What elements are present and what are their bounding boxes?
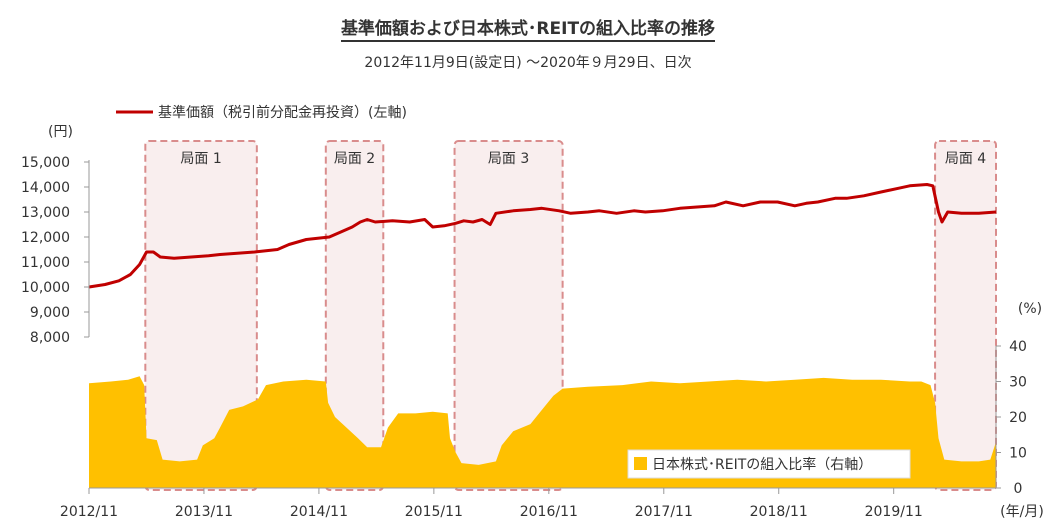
left-axis-unit: (円) bbox=[48, 124, 73, 140]
phase-boxes: 局面 1 局面 2 局面 3 局面 4 bbox=[144, 140, 997, 491]
phase-box-1 bbox=[144, 140, 258, 491]
phase-label-4: 局面 4 bbox=[945, 151, 986, 167]
left-tick-label: 8,000 bbox=[30, 330, 70, 346]
x-tick-label: 2018/11 bbox=[750, 504, 808, 520]
legend-area-swatch bbox=[634, 457, 647, 470]
right-axis-unit: (%) bbox=[1018, 301, 1042, 317]
phase-box-4 bbox=[934, 140, 997, 491]
nav-line-layer bbox=[88, 183, 997, 289]
x-tick-label: 2014/11 bbox=[290, 504, 348, 520]
phase-box-3 bbox=[453, 140, 564, 491]
phase-box-2 bbox=[324, 140, 385, 491]
left-tick-label: 10,000 bbox=[21, 280, 70, 296]
chart-title: 基準価額および日本株式･REITの組入比率の推移 bbox=[0, 14, 1056, 42]
legend-area-label: 日本株式･REITの組入比率（右軸） bbox=[652, 456, 872, 473]
right-tick-label: 30 bbox=[1009, 375, 1027, 391]
x-tick-label: 2015/11 bbox=[405, 504, 463, 520]
left-tick-label: 9,000 bbox=[30, 305, 70, 321]
right-tick-label: 10 bbox=[1009, 446, 1027, 462]
x-tick-label: 2013/11 bbox=[175, 504, 233, 520]
left-tick-label: 13,000 bbox=[21, 205, 70, 221]
x-tick-label: 2017/11 bbox=[635, 504, 693, 520]
legend-area-box bbox=[627, 449, 911, 479]
nav-line bbox=[88, 183, 997, 289]
x-axis-label: (年/月) bbox=[1000, 504, 1044, 520]
left-tick-label: 15,000 bbox=[21, 155, 70, 171]
x-tick-label: 2012/11 bbox=[60, 504, 118, 520]
left-tick-label: 11,000 bbox=[21, 255, 70, 271]
right-tick-label: 0 bbox=[1014, 481, 1023, 497]
left-tick-label: 14,000 bbox=[21, 180, 70, 196]
right-tick-label: 40 bbox=[1009, 339, 1027, 355]
legend: 基準価額（税引前分配金再投資）(左軸) 日本株式･REITの組入比率（右軸） bbox=[116, 104, 911, 479]
chart-title-text: 基準価額および日本株式･REITの組入比率の推移 bbox=[340, 19, 716, 42]
x-tick-label: 2016/11 bbox=[520, 504, 578, 520]
legend-line-label: 基準価額（税引前分配金再投資）(左軸) bbox=[158, 104, 407, 121]
phase-label-1: 局面 1 bbox=[180, 151, 221, 167]
phase-label-3: 局面 3 bbox=[488, 151, 529, 167]
x-tick-label: 2019/11 bbox=[865, 504, 923, 520]
phase-label-2: 局面 2 bbox=[334, 151, 375, 167]
axes: 8,000 9,000 10,000 11,000 12,000 13,000 14,000… bbox=[21, 124, 1044, 520]
left-tick-label: 12,000 bbox=[21, 230, 70, 246]
right-tick-label: 20 bbox=[1009, 410, 1027, 426]
chart-subtitle: 2012年11月9日(設定日) ～2020年９月29日、日次 bbox=[364, 55, 692, 71]
